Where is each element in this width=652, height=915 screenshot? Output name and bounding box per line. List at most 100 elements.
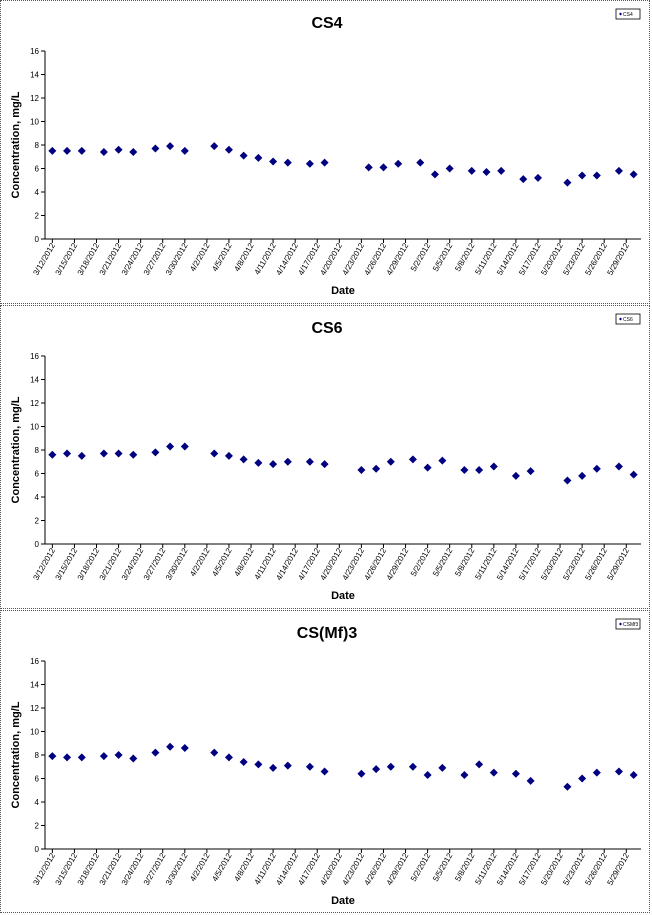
data-point-csmf3 bbox=[283, 761, 292, 770]
data-point-cs4 bbox=[592, 171, 601, 180]
x-tick-label: 4/2/2012 bbox=[188, 546, 212, 578]
data-point-cs6 bbox=[48, 450, 57, 459]
data-point-cs4 bbox=[629, 170, 638, 179]
data-point-cs6 bbox=[438, 456, 447, 465]
data-point-cs4 bbox=[129, 148, 138, 157]
x-tick-label: 4/29/2012 bbox=[385, 241, 411, 277]
x-tick-label: 5/5/2012 bbox=[431, 241, 455, 273]
y-tick-label: 12 bbox=[30, 704, 39, 713]
y-tick-label: 0 bbox=[35, 540, 40, 549]
x-tick-label: 5/29/2012 bbox=[605, 546, 631, 582]
data-point-cs6 bbox=[114, 449, 123, 458]
x-tick-label: 4/29/2012 bbox=[385, 546, 411, 582]
x-tick-label: 5/5/2012 bbox=[431, 851, 455, 883]
data-point-cs4 bbox=[394, 159, 403, 168]
data-point-csmf3 bbox=[210, 748, 219, 757]
chart-svg-cs6: CS6 CS6 0 2 4 6 8 10 12 14 16 Concentration, mg/L 3/… bbox=[10, 313, 641, 602]
x-tick-label: 5/5/2012 bbox=[431, 546, 455, 578]
data-point-cs6 bbox=[129, 450, 138, 459]
data-point-csmf3 bbox=[305, 762, 314, 771]
data-point-csmf3 bbox=[269, 763, 278, 772]
x-tick-label: 5/8/2012 bbox=[453, 241, 477, 273]
y-tick-label: 6 bbox=[35, 775, 40, 784]
data-point-csmf3 bbox=[77, 753, 86, 762]
data-point-cs6 bbox=[592, 464, 601, 473]
data-point-csmf3 bbox=[254, 760, 263, 769]
data-point-cs4 bbox=[533, 173, 542, 182]
data-point-cs6 bbox=[489, 462, 498, 471]
data-point-cs4 bbox=[445, 164, 454, 173]
data-point-csmf3 bbox=[166, 742, 175, 751]
legend: CS6 bbox=[615, 313, 641, 325]
y-tick-label: 14 bbox=[30, 71, 39, 80]
y-tick-label: 2 bbox=[35, 517, 40, 526]
data-point-cs4 bbox=[379, 163, 388, 172]
data-point-cs6 bbox=[629, 470, 638, 479]
y-tick-label: 4 bbox=[35, 493, 40, 502]
data-point-cs6 bbox=[475, 465, 484, 474]
x-tick-label: 4/2/2012 bbox=[188, 241, 212, 273]
legend-marker bbox=[619, 317, 622, 321]
data-point-cs6 bbox=[305, 457, 314, 466]
x-tick-label: 3/30/2012 bbox=[164, 851, 190, 887]
data-point-cs6 bbox=[166, 442, 175, 451]
y-tick-label: 4 bbox=[35, 188, 40, 197]
data-point-cs4 bbox=[497, 166, 506, 175]
data-point-cs4 bbox=[166, 142, 175, 151]
data-point-cs4 bbox=[99, 148, 108, 157]
legend-box bbox=[615, 313, 641, 325]
data-point-csmf3 bbox=[99, 752, 108, 761]
data-point-cs6 bbox=[224, 451, 233, 460]
data-point-cs4 bbox=[77, 146, 86, 155]
data-point-cs6 bbox=[320, 460, 329, 469]
y-tick-label: 0 bbox=[35, 235, 40, 244]
data-point-csmf3 bbox=[386, 762, 395, 771]
chart-svg-cs4: CS4 CS4 0 2 4 6 8 10 12 14 16 Concentration, mg/L 3/… bbox=[10, 8, 641, 297]
y-tick-label: 12 bbox=[30, 94, 39, 103]
x-axis-label: Date bbox=[331, 895, 355, 907]
data-point-cs4 bbox=[283, 158, 292, 167]
data-point-cs4 bbox=[430, 170, 439, 179]
x-tick-label: 4/5/2012 bbox=[210, 851, 234, 883]
data-point-cs6 bbox=[563, 476, 572, 485]
data-point-cs4 bbox=[519, 175, 528, 184]
data-point-cs4 bbox=[239, 151, 248, 160]
data-point-csmf3 bbox=[48, 752, 57, 761]
y-tick-label: 2 bbox=[35, 212, 40, 221]
data-point-cs4 bbox=[180, 146, 189, 155]
x-axis-label: Date bbox=[331, 590, 355, 602]
data-point-cs6 bbox=[239, 455, 248, 464]
x-tick-label: 5/29/2012 bbox=[605, 241, 631, 277]
data-point-csmf3 bbox=[563, 782, 572, 791]
data-point-csmf3 bbox=[526, 776, 535, 785]
x-tick-label: 5/29/2012 bbox=[605, 851, 631, 887]
chart-title: CS6 bbox=[311, 320, 342, 337]
data-point-cs6 bbox=[269, 460, 278, 469]
data-point-cs4 bbox=[114, 145, 123, 154]
y-tick-label: 8 bbox=[35, 751, 40, 760]
data-point-csmf3 bbox=[239, 758, 248, 767]
data-point-csmf3 bbox=[475, 760, 484, 769]
y-tick-label: 10 bbox=[30, 423, 39, 432]
y-tick-label: 14 bbox=[30, 681, 39, 690]
x-tick-label: 4/2/2012 bbox=[188, 851, 212, 883]
data-point-cs4 bbox=[48, 146, 57, 155]
data-point-cs6 bbox=[460, 465, 469, 474]
data-point-csmf3 bbox=[408, 762, 417, 771]
y-axis-label: Concentration, mg/L bbox=[10, 396, 22, 503]
x-tick-label: 5/2/2012 bbox=[409, 241, 433, 273]
data-point-cs4 bbox=[224, 145, 233, 154]
data-point-cs6 bbox=[210, 449, 219, 458]
data-point-cs6 bbox=[99, 449, 108, 458]
data-point-csmf3 bbox=[114, 751, 123, 759]
data-point-cs4 bbox=[578, 171, 587, 180]
x-tick-label: 4/5/2012 bbox=[210, 241, 234, 273]
data-point-cs6 bbox=[511, 471, 520, 480]
y-tick-label: 8 bbox=[35, 141, 40, 150]
y-tick-label: 16 bbox=[30, 657, 39, 666]
data-point-cs6 bbox=[408, 455, 417, 464]
data-point-csmf3 bbox=[592, 768, 601, 777]
data-point-cs6 bbox=[614, 462, 623, 471]
data-point-cs6 bbox=[283, 457, 292, 466]
data-point-cs4 bbox=[614, 166, 623, 175]
